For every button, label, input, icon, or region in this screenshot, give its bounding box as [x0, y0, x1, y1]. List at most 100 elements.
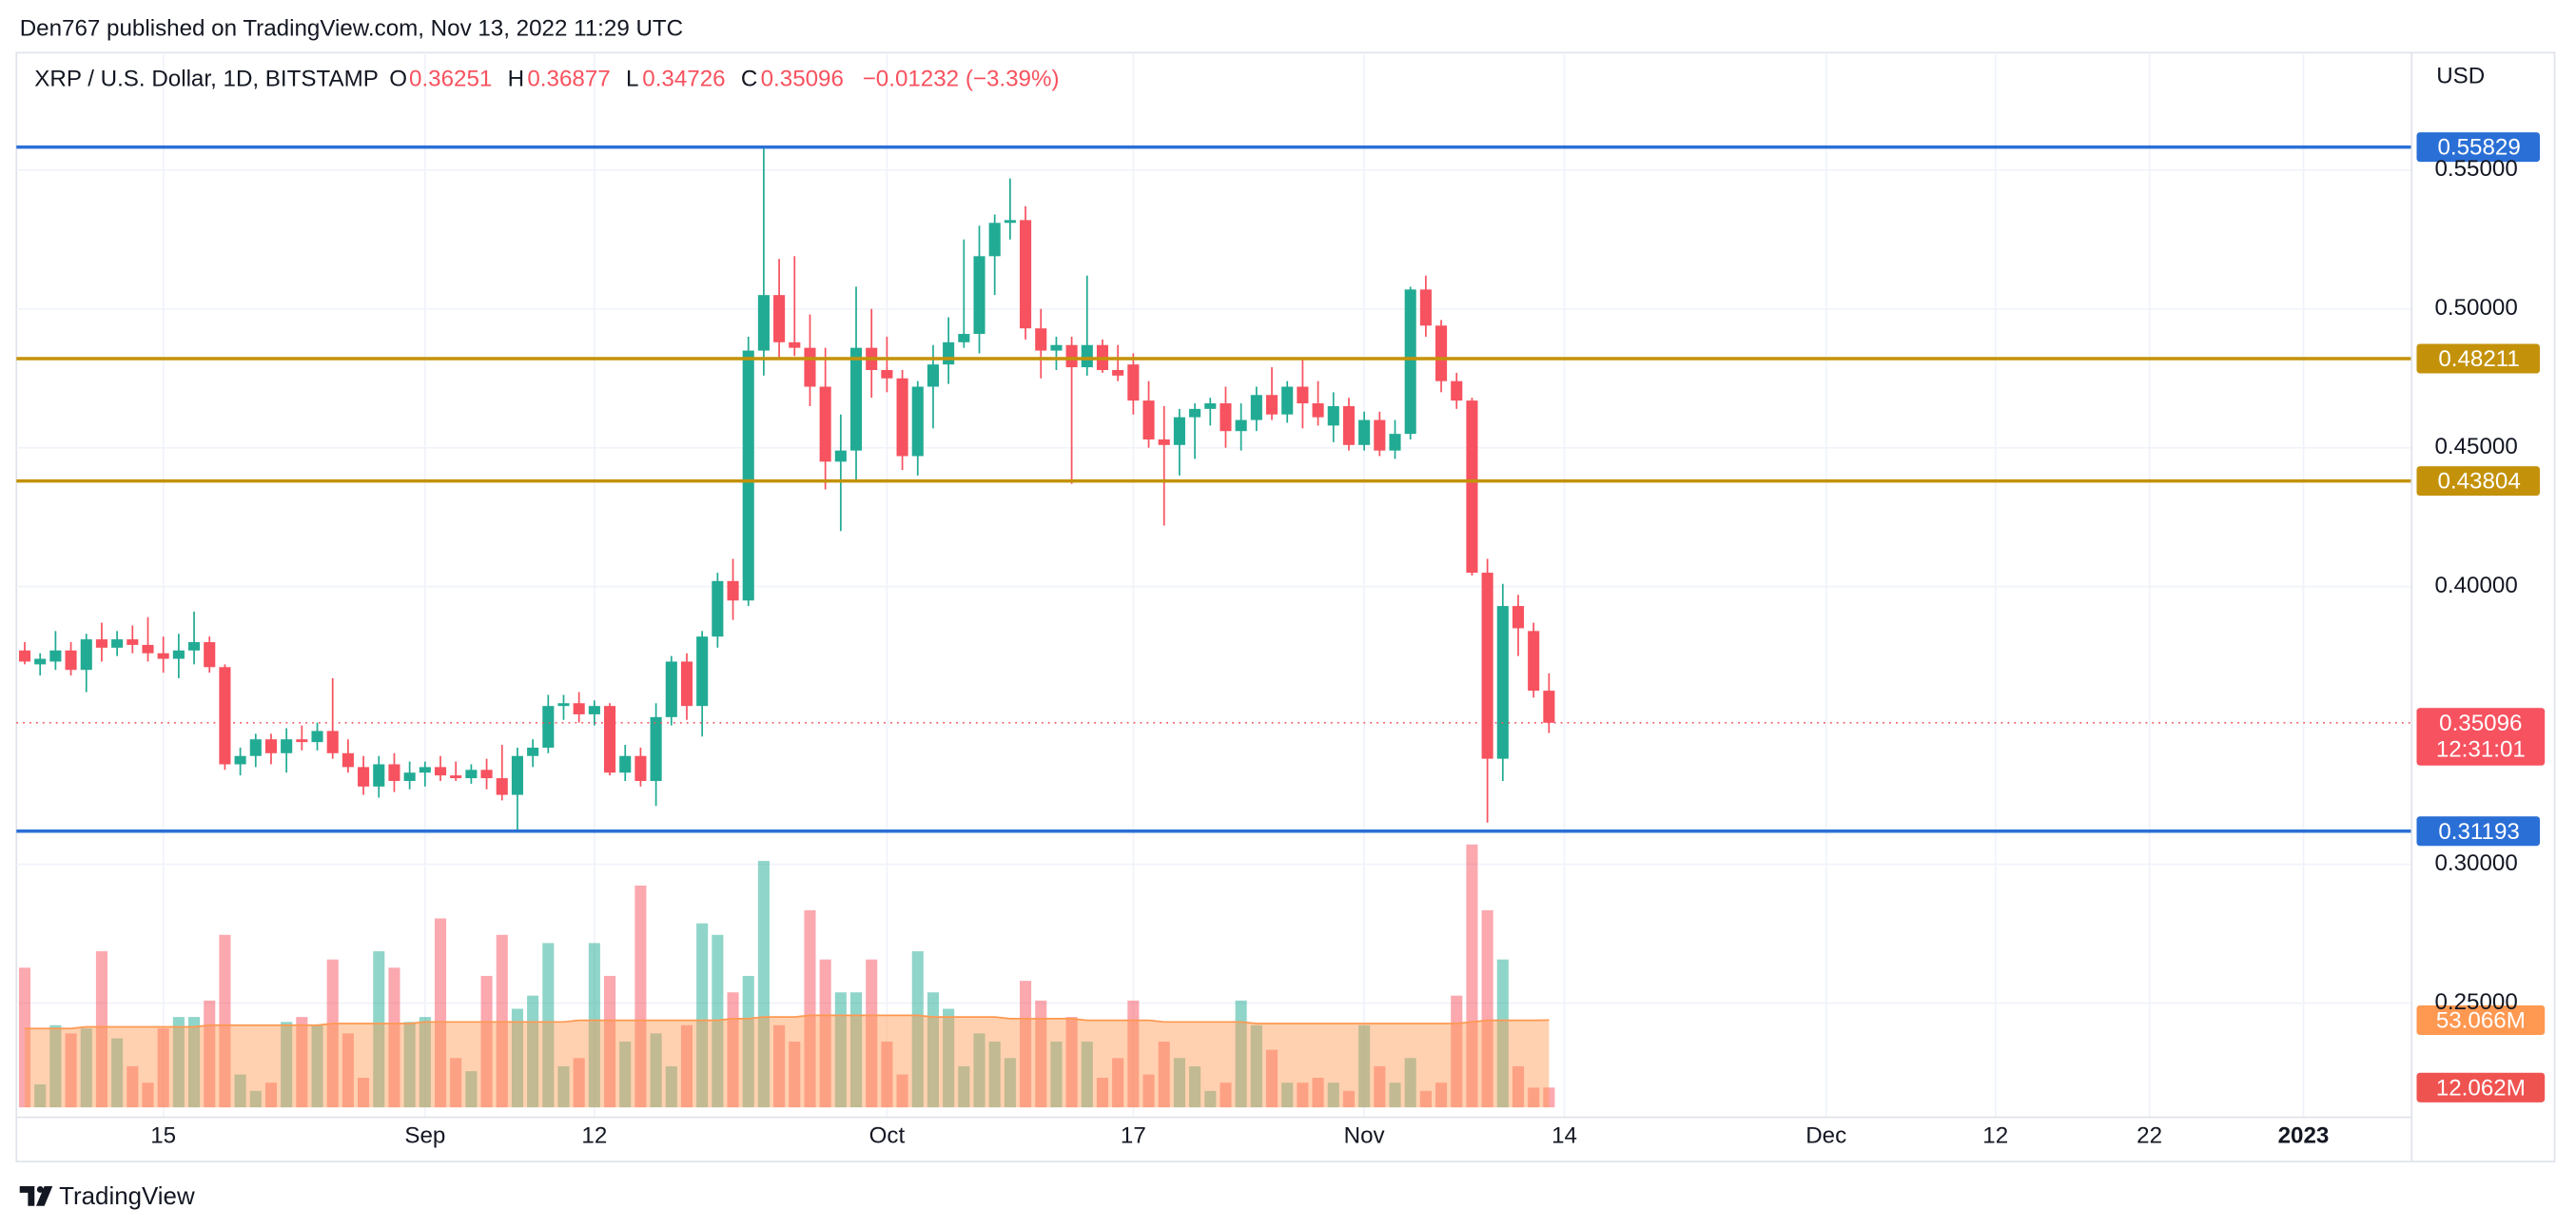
volume-bar [1020, 981, 1032, 1108]
candle-body [1020, 220, 1032, 329]
volume-bar [881, 1042, 893, 1108]
ohlc-value: 0.34726 [642, 67, 725, 92]
x-tick-label: Dec [1805, 1123, 1846, 1149]
volume-bar [1189, 1065, 1201, 1108]
candle-body [219, 667, 231, 765]
candle-body [527, 747, 539, 756]
volume-bar [1035, 1000, 1047, 1108]
volume-bar [1265, 1049, 1278, 1108]
candle-body [403, 772, 416, 781]
volume-ma-label: 53.066M [2436, 1008, 2526, 1034]
volume-bar [465, 1071, 478, 1108]
publisher-line: Den767 published on TradingView.com, Nov… [20, 16, 683, 42]
candle-body [1158, 439, 1170, 445]
level-label-box [2416, 343, 2541, 374]
volume-bar [34, 1083, 47, 1108]
volume-bar [434, 918, 447, 1108]
candle-body [789, 341, 801, 348]
y-tick-label: 0.55000 [2434, 156, 2517, 182]
level-label: 0.55829 [2437, 135, 2520, 161]
volume-bar [1204, 1090, 1217, 1108]
volume-bar [988, 1042, 1001, 1108]
ohlc-letter: H [508, 67, 524, 92]
x-tick-label: 14 [1551, 1123, 1577, 1149]
ohlc-letter: O [389, 67, 407, 92]
candle-body [927, 364, 939, 387]
volume-bar [157, 1028, 169, 1108]
candle-body [1358, 419, 1371, 445]
candle-body [1127, 364, 1140, 401]
volume-bar [1358, 1024, 1371, 1108]
volume-bar [388, 967, 400, 1108]
volume-bar [142, 1083, 154, 1108]
candle-body [373, 764, 385, 787]
x-tick-label: 12 [1982, 1123, 2008, 1149]
brand: TradingView [59, 1183, 195, 1210]
volume-bar [419, 1017, 431, 1108]
candle-body [1297, 386, 1309, 404]
last-price-label: 0.35096 [2439, 711, 2522, 736]
volume-bar [1404, 1058, 1416, 1108]
candle-body [1435, 325, 1448, 381]
candle-body [95, 639, 107, 648]
candle-body [650, 716, 662, 781]
candle-body [943, 341, 955, 365]
candle-body [1374, 419, 1386, 451]
candle-body [1112, 369, 1124, 376]
candle-body [1404, 289, 1416, 435]
x-tick-label: 17 [1121, 1123, 1146, 1149]
volume-bar [927, 992, 939, 1108]
candle-body [696, 636, 709, 707]
candle-body [604, 706, 616, 773]
last-price-box [2416, 708, 2546, 766]
volume-bar [557, 1065, 570, 1108]
candle-body [1204, 403, 1217, 409]
candle-body [1250, 395, 1262, 420]
x-tick-label: 15 [150, 1123, 176, 1149]
volume-bar [819, 959, 831, 1108]
level-label-box [2416, 132, 2541, 163]
volume-bar [619, 1042, 632, 1108]
candle-body [619, 755, 632, 773]
chart-frame [15, 51, 2556, 1162]
volume-bar [1065, 1017, 1078, 1108]
symbol: XRP / U.S. Dollar, 1D, BITSTAMP [34, 67, 379, 92]
x-tick-label: 22 [2137, 1123, 2162, 1149]
volume-bar [696, 923, 709, 1108]
candle-body [172, 650, 185, 659]
candle-body [65, 650, 77, 671]
volume-bar [1466, 844, 1478, 1108]
candle-body [1481, 573, 1493, 759]
candle-body [1265, 395, 1278, 415]
volume-bar [111, 1038, 124, 1108]
candles [18, 147, 1555, 831]
volume-bar [1142, 1074, 1155, 1108]
candle-body [342, 752, 354, 768]
volume-bar [1081, 1042, 1093, 1108]
candle-body [1189, 408, 1201, 418]
candle-body [757, 295, 770, 351]
candle-body [849, 347, 863, 451]
volume-bar [403, 1022, 416, 1108]
candle-body [80, 639, 92, 671]
volume-ma-area [25, 1015, 1550, 1108]
volume-box [2416, 1072, 2546, 1102]
volume-bar [1528, 1087, 1540, 1108]
volume-bar [1512, 1065, 1525, 1108]
volume-bar [219, 934, 231, 1108]
levels: 0.55829 0.48211 0.43804 0.31193 0.3509612:31… [16, 132, 2546, 1102]
brand-logo [19, 1186, 53, 1206]
volume-bar [573, 1058, 585, 1108]
candle-body [1235, 419, 1247, 432]
volume-bar [650, 1033, 662, 1108]
candle-body [358, 767, 370, 787]
candle-body [326, 731, 339, 753]
change: −0.01232 (−3.39%) [863, 67, 1060, 92]
volume-bar [680, 1024, 693, 1108]
volume-bar [1327, 1083, 1339, 1108]
x-tick-label: 2023 [2278, 1123, 2330, 1149]
ohlc-value: 0.36877 [527, 67, 610, 92]
volume-bar [249, 1090, 262, 1108]
volume-bar [1374, 1065, 1386, 1108]
volume-bar [527, 995, 539, 1108]
